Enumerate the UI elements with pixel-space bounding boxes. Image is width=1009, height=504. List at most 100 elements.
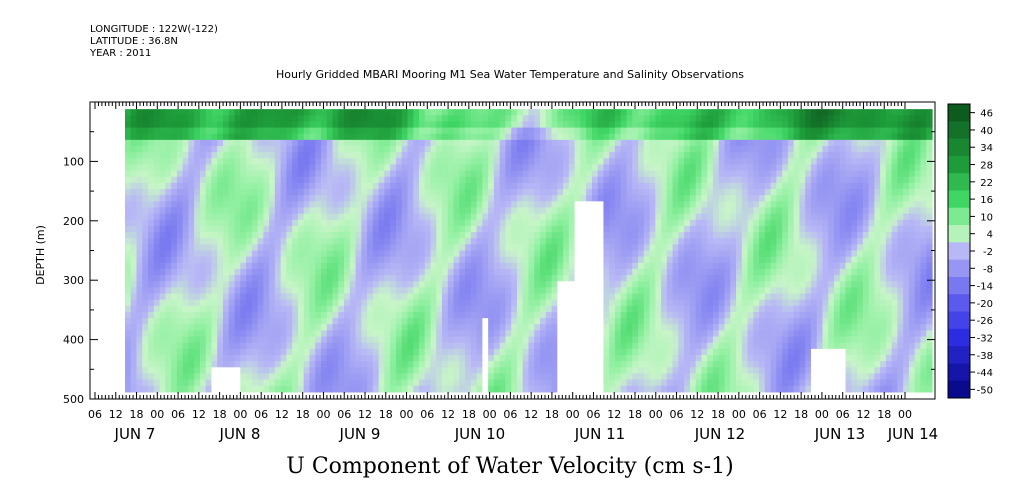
heatmap-cell (240, 305, 247, 313)
heatmap-cell (545, 268, 553, 276)
heatmap-cell (309, 207, 316, 215)
heatmap-cell (217, 232, 224, 239)
heatmap-cell (372, 127, 380, 135)
heatmap-cell (292, 318, 299, 325)
heatmap-cell (707, 250, 714, 258)
heatmap-cell (672, 262, 679, 270)
heatmap-cell (643, 324, 651, 332)
heatmap-cell (574, 367, 581, 375)
heatmap-cell (442, 348, 449, 356)
heatmap-cell (234, 367, 241, 375)
heatmap-cell (557, 330, 564, 338)
heatmap-cell (689, 275, 697, 282)
heatmap-cell (176, 275, 184, 282)
heatmap-cell (701, 324, 708, 332)
heatmap-cell (545, 275, 553, 282)
heatmap-cell (182, 195, 189, 202)
heatmap-cell (672, 170, 679, 178)
heatmap-cell (217, 127, 224, 135)
heatmap-cell (632, 176, 639, 184)
heatmap-cell (591, 127, 599, 135)
heatmap-cell (292, 158, 299, 166)
heatmap-cell (269, 318, 276, 325)
heatmap-cell (453, 354, 460, 362)
heatmap-cell (724, 268, 731, 276)
heatmap-cell (217, 379, 224, 387)
heatmap-cell (666, 139, 674, 147)
heatmap-cell (470, 293, 478, 301)
heatmap-cell (499, 311, 507, 319)
heatmap-cell (401, 176, 409, 184)
heatmap-cell (332, 115, 339, 123)
heatmap-cell (130, 182, 138, 190)
heatmap-cell (292, 170, 299, 178)
heatmap-cell (309, 213, 316, 221)
heatmap-cell (234, 207, 241, 215)
heatmap-cell (655, 268, 662, 276)
heatmap-cell (465, 219, 472, 227)
heatmap-cell (661, 158, 668, 166)
heatmap-cell (228, 225, 236, 233)
heatmap-cell (649, 336, 656, 344)
heatmap-cell (661, 219, 668, 227)
heatmap-cell (447, 164, 455, 172)
heatmap-cell (649, 238, 656, 245)
heatmap-cell (655, 170, 662, 178)
heatmap-cell (447, 232, 455, 239)
heatmap-cell (194, 127, 201, 135)
heatmap-cell (718, 164, 726, 172)
heatmap-cell (707, 305, 714, 313)
heatmap-cell (361, 207, 368, 215)
heatmap-cell (194, 139, 201, 147)
heatmap-cell (574, 158, 581, 166)
heatmap-cell (511, 170, 518, 178)
heatmap-cell (493, 281, 501, 288)
heatmap-cell (626, 244, 633, 252)
heatmap-cell (493, 299, 501, 307)
heatmap-cell (522, 189, 530, 196)
heatmap-cell (678, 164, 685, 172)
heatmap-cell (476, 238, 483, 245)
heatmap-cell (707, 164, 714, 172)
heatmap-cell (620, 232, 628, 239)
heatmap-cell (234, 305, 241, 313)
heatmap-cell (286, 354, 293, 362)
heatmap-cell (430, 201, 437, 209)
heatmap-cell (482, 250, 489, 258)
heatmap-cell (707, 373, 714, 381)
heatmap-cell (159, 164, 166, 172)
heatmap-cell (297, 330, 305, 338)
heatmap-cell (148, 354, 155, 362)
heatmap-cell (332, 250, 339, 258)
heatmap-cell (344, 367, 351, 375)
heatmap-cell (286, 275, 293, 282)
heatmap-cell (344, 250, 351, 258)
heatmap-cell (395, 182, 403, 190)
heatmap-cell (159, 367, 166, 375)
heatmap-cell (240, 219, 247, 227)
heatmap-cell (142, 330, 149, 338)
heatmap-cell (661, 348, 668, 356)
heatmap-cell (355, 361, 362, 368)
heatmap-cell (326, 201, 334, 209)
heatmap-cell (217, 336, 224, 344)
heatmap-cell (194, 324, 201, 332)
heatmap-cell (678, 182, 685, 190)
heatmap-cell (246, 311, 253, 319)
heatmap-cell (372, 281, 380, 288)
heatmap-cell (649, 373, 656, 381)
heatmap-cell (338, 348, 345, 356)
heatmap-cell (390, 311, 397, 319)
heatmap-cell (741, 170, 749, 178)
heatmap-cell (678, 287, 685, 295)
heatmap-cell (597, 115, 605, 123)
heatmap-cell (309, 385, 316, 393)
heatmap-cell (730, 287, 737, 295)
heatmap-cell (309, 189, 316, 196)
heatmap-cell (447, 115, 455, 123)
heatmap-cell (280, 287, 287, 295)
heatmap-cell (413, 281, 420, 288)
heatmap-cell (251, 256, 259, 264)
heatmap-cell (620, 207, 628, 215)
heatmap-cell (632, 256, 639, 264)
